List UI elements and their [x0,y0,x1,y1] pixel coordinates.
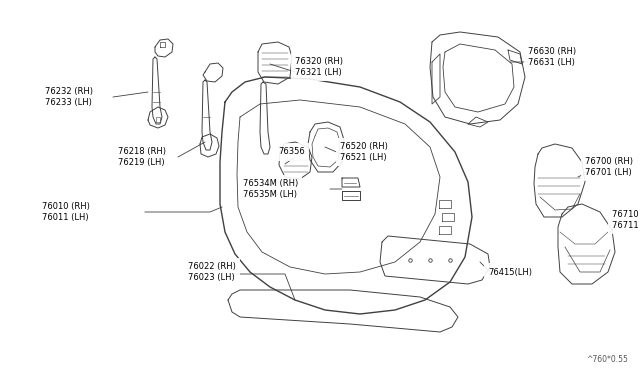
Text: 76415(LH): 76415(LH) [488,267,532,276]
Text: 76700 (RH)
76701 (LH): 76700 (RH) 76701 (LH) [585,157,633,177]
Text: 76520 (RH)
76521 (LH): 76520 (RH) 76521 (LH) [340,142,388,162]
Text: 76630 (RH)
76631 (LH): 76630 (RH) 76631 (LH) [528,47,576,67]
Text: 76534M (RH)
76535M (LH): 76534M (RH) 76535M (LH) [243,179,298,199]
Text: 76010 (RH)
76011 (LH): 76010 (RH) 76011 (LH) [42,202,90,222]
Text: 76710 (RH)
76711 (LH): 76710 (RH) 76711 (LH) [612,210,640,230]
Text: 76218 (RH)
76219 (LH): 76218 (RH) 76219 (LH) [118,147,166,167]
Text: 76320 (RH)
76321 (LH): 76320 (RH) 76321 (LH) [295,57,343,77]
Text: 76232 (RH)
76233 (LH): 76232 (RH) 76233 (LH) [45,87,93,107]
Text: 76022 (RH)
76023 (LH): 76022 (RH) 76023 (LH) [188,262,236,282]
Text: 76356: 76356 [278,148,305,157]
Text: ^760*0.55: ^760*0.55 [586,355,628,364]
